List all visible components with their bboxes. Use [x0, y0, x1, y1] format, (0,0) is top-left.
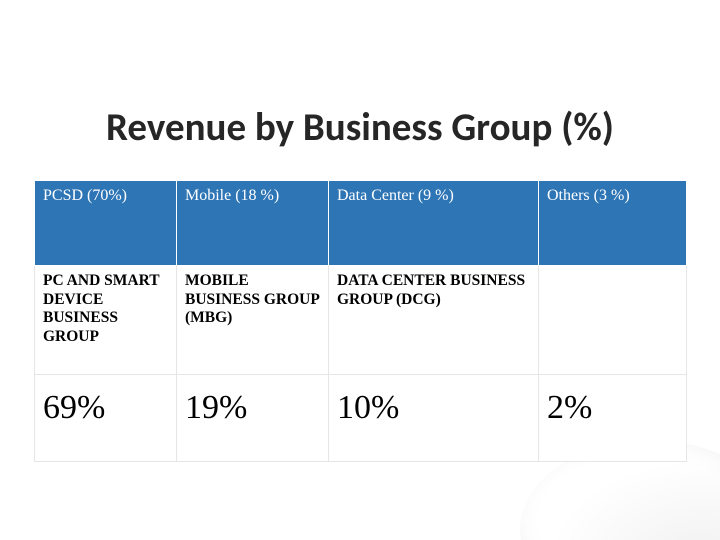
fullname-cell-mobile: MOBILE BUSINESS GROUP (MBG) — [177, 266, 329, 375]
header-cell-pcsd: PCSD (70%) — [35, 181, 177, 266]
header-cell-mobile: Mobile (18 %) — [177, 181, 329, 266]
revenue-table: PCSD (70%) Mobile (18 %) Data Center (9 … — [34, 180, 687, 462]
table-fullname-row: PC AND SMART DEVICE BUSINESS GROUP MOBIL… — [35, 266, 687, 375]
top-wave-decor — [0, 0, 720, 90]
fullname-cell-pcsd: PC AND SMART DEVICE BUSINESS GROUP — [35, 266, 177, 375]
table-header-row: PCSD (70%) Mobile (18 %) Data Center (9 … — [35, 181, 687, 266]
table-percent-row: 69% 19% 10% 2% — [35, 375, 687, 462]
header-cell-datacenter: Data Center (9 %) — [329, 181, 539, 266]
pct-cell-mobile: 19% — [177, 375, 329, 462]
pct-cell-pcsd: 69% — [35, 375, 177, 462]
fullname-cell-datacenter: DATA CENTER BUSINESS GROUP (DCG) — [329, 266, 539, 375]
pct-cell-others: 2% — [539, 375, 687, 462]
fullname-cell-others — [539, 266, 687, 375]
slide-title: Revenue by Business Group (%) — [0, 104, 720, 151]
header-cell-others: Others (3 %) — [539, 181, 687, 266]
pct-cell-datacenter: 10% — [329, 375, 539, 462]
